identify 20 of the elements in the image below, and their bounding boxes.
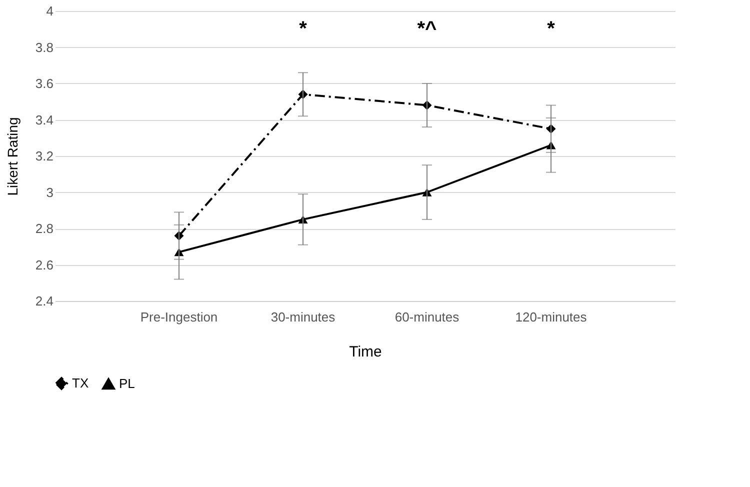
y-axis-title: Likert Rating: [4, 117, 20, 196]
y-tick-label: 4: [46, 4, 54, 18]
x-axis-title: Time: [349, 344, 382, 360]
annotation: *: [547, 18, 556, 40]
x-tick-label: 60-minutes: [394, 310, 460, 324]
annotation: *: [299, 18, 308, 40]
y-tick-label: 2.6: [35, 257, 54, 272]
annotation: *^: [417, 18, 438, 40]
x-tick-label: 120-minutes: [515, 310, 588, 324]
y-tick-label: 3.4: [35, 112, 54, 128]
y-tick-label: 3.8: [35, 40, 54, 55]
y-tick-label: 3: [46, 184, 54, 200]
legend-label: PL: [119, 376, 135, 391]
y-tick-label: 2.8: [35, 221, 54, 236]
x-tick-label: 30-minutes: [270, 310, 336, 324]
y-tick-label: 3.2: [35, 148, 54, 164]
y-tick-label: 2.4: [35, 294, 54, 308]
legend-label: TX: [72, 376, 89, 391]
y-tick-label: 3.6: [35, 76, 54, 91]
x-tick-label: Pre-Ingestion: [140, 310, 218, 324]
